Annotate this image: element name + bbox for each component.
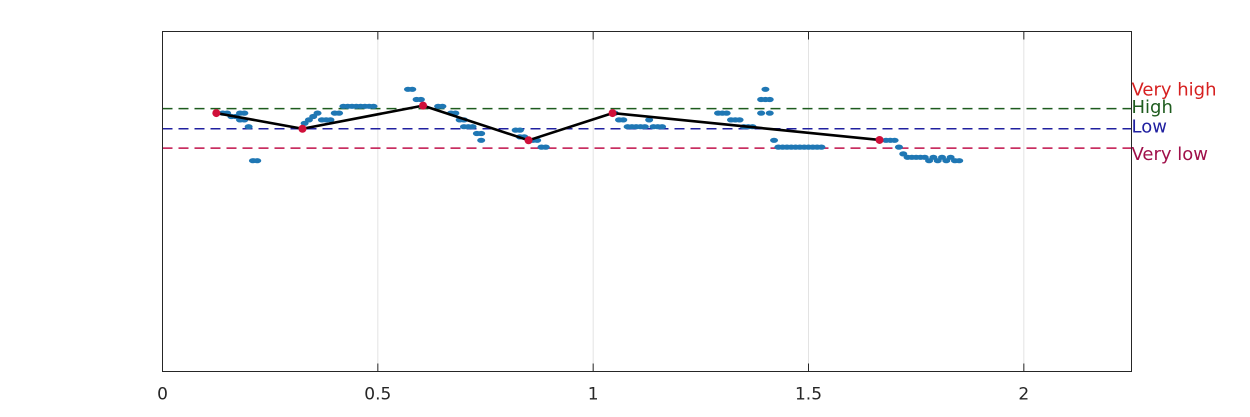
scatter-point <box>765 96 774 103</box>
plot-area <box>162 31 1132 372</box>
scatter-point <box>722 110 731 116</box>
scatter-point <box>313 110 322 116</box>
plot-frame <box>162 31 1132 372</box>
scatter-point <box>335 110 344 116</box>
scatter-point <box>408 86 417 92</box>
trend-marker <box>524 136 533 145</box>
x-ticks: 0 0.5 1 1.5 2 <box>157 31 1029 405</box>
scatter-point <box>770 137 779 143</box>
scatter-point <box>477 130 486 137</box>
scatter-point <box>955 158 964 164</box>
trend-marker <box>419 101 428 110</box>
trend-line <box>212 101 884 145</box>
scatter-point <box>619 117 628 123</box>
scatter-point <box>645 117 654 123</box>
x-tick-label: 0 <box>157 385 168 405</box>
scatter-point <box>761 86 770 92</box>
level-label: Very low <box>1132 144 1209 165</box>
x-tick-label: 2 <box>1018 385 1029 405</box>
trend-polyline <box>216 104 880 142</box>
x-tick-label: 1 <box>588 385 599 405</box>
level-label: High <box>1132 97 1173 118</box>
scatter-point <box>477 137 486 143</box>
scatter-point <box>468 124 477 130</box>
scatter-point <box>253 158 262 164</box>
level-label: Very high <box>1132 79 1217 100</box>
scatter-point <box>894 144 903 150</box>
scatter-point <box>240 110 249 116</box>
x-grid <box>377 31 1025 372</box>
scatter-point <box>765 110 774 116</box>
trend-marker <box>212 109 221 118</box>
scatter-point <box>541 144 550 150</box>
x-tick-label: 1.5 <box>795 385 822 405</box>
scatter-point <box>658 124 667 130</box>
trend-marker <box>608 109 617 118</box>
x-tick-label: 0.5 <box>364 385 391 405</box>
scatter-point <box>757 110 766 116</box>
scatter-point <box>890 137 899 143</box>
scatter-point <box>515 127 524 133</box>
scatter-point <box>416 96 425 103</box>
scatter-point <box>326 117 335 123</box>
scatter-point <box>817 144 826 150</box>
scatter-point <box>438 103 447 109</box>
trend-marker <box>875 135 884 144</box>
level-label: Low <box>1132 117 1167 138</box>
scatter-point <box>640 124 649 130</box>
trend-marker <box>298 124 307 133</box>
scatter-point <box>369 103 378 109</box>
scatter-point <box>244 124 253 130</box>
scatter-point <box>735 117 744 123</box>
